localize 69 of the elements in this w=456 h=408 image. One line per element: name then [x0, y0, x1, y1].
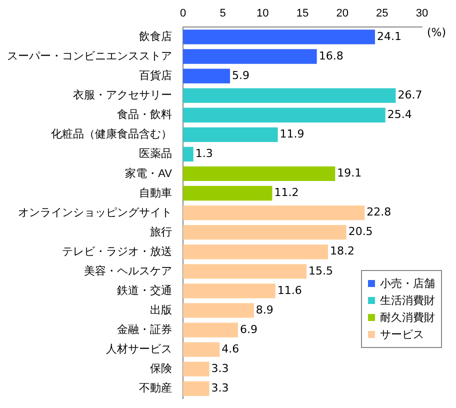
bar [183, 88, 396, 103]
y-tick-label: 不動産 [139, 382, 172, 395]
data-label: 15.5 [308, 264, 333, 278]
bar [183, 225, 346, 240]
y-tick-label: 旅行 [150, 225, 172, 238]
bar [183, 186, 272, 201]
x-axis-title: (%) [426, 26, 446, 39]
bar [183, 284, 276, 298]
bar [183, 30, 375, 44]
y-tick-label: 百貨店 [139, 69, 172, 82]
y-tick-label: 自動車 [139, 186, 172, 200]
y-tick-label: オンラインショッピングサイト [18, 206, 172, 219]
x-tick-label: 0 [180, 8, 186, 20]
bar [183, 68, 230, 84]
data-label: 3.3 [211, 381, 229, 394]
bar [183, 166, 336, 182]
data-label: 5.9 [232, 68, 250, 82]
y-tick-label: 金融・証券 [117, 323, 172, 336]
data-label: 3.3 [211, 362, 229, 375]
legend-label: 耐久消費財 [380, 310, 435, 325]
bar [183, 381, 210, 396]
x-tick-label: 30 [416, 8, 428, 20]
bar [183, 342, 220, 357]
legend-label: サービス [380, 327, 424, 342]
y-tick-label: 鉄道・交通 [117, 284, 172, 297]
y-tick-label: 医薬品 [139, 147, 172, 160]
x-tick-label: 20 [336, 8, 348, 20]
y-tick-label: スーパー・コンビニエンスストア [7, 50, 172, 63]
data-label: 8.9 [256, 303, 274, 316]
y-tick-label: 食品・飲料 [117, 108, 172, 122]
data-label: 16.8 [318, 49, 344, 62]
bar [183, 244, 328, 260]
bar [183, 205, 365, 220]
data-label: 22.8 [366, 206, 392, 219]
legend-label: 生活消費財 [380, 293, 435, 308]
bar [183, 322, 238, 338]
y-tick-label: 化粧品（健康食品含む） [51, 128, 172, 141]
data-label: 11.6 [277, 284, 302, 297]
x-tick-label: 25 [376, 8, 388, 20]
y-tick-label: 衣服・アクセサリー [73, 88, 172, 102]
data-label: 24.1 [376, 30, 402, 43]
data-label: 11.2 [274, 186, 299, 200]
x-tick-label: 10 [256, 8, 269, 20]
bar [183, 108, 386, 122]
y-tick-label: テレビ・ラジオ・放送 [62, 246, 172, 258]
data-label: 1.3 [195, 147, 213, 160]
bar [183, 303, 254, 318]
y-tick-label: 保険 [150, 363, 172, 376]
data-label: 18.2 [330, 244, 354, 258]
y-tick-label: 人材サービス [106, 342, 172, 356]
data-label: 25.4 [387, 108, 412, 121]
data-label: 20.5 [348, 225, 373, 238]
data-label: 19.1 [337, 166, 362, 180]
bar [183, 362, 210, 376]
x-tick-label: 5 [220, 8, 226, 20]
y-tick-label: 美容・ヘルスケア [84, 264, 172, 278]
bar [183, 264, 306, 279]
y-tick-label: 家電・AV [125, 166, 173, 180]
bar [183, 146, 194, 162]
bar [183, 127, 278, 142]
x-tick-label: 15 [296, 8, 309, 20]
data-label: 4.6 [222, 342, 240, 356]
data-label: 26.7 [398, 88, 422, 102]
y-tick-label: 飲食店 [139, 30, 172, 43]
legend-label: 小売・店舗 [380, 276, 435, 291]
data-label: 11.9 [280, 128, 304, 141]
y-tick-label: 出版 [150, 304, 172, 317]
data-label: 6.9 [240, 322, 258, 336]
bar [183, 49, 317, 64]
